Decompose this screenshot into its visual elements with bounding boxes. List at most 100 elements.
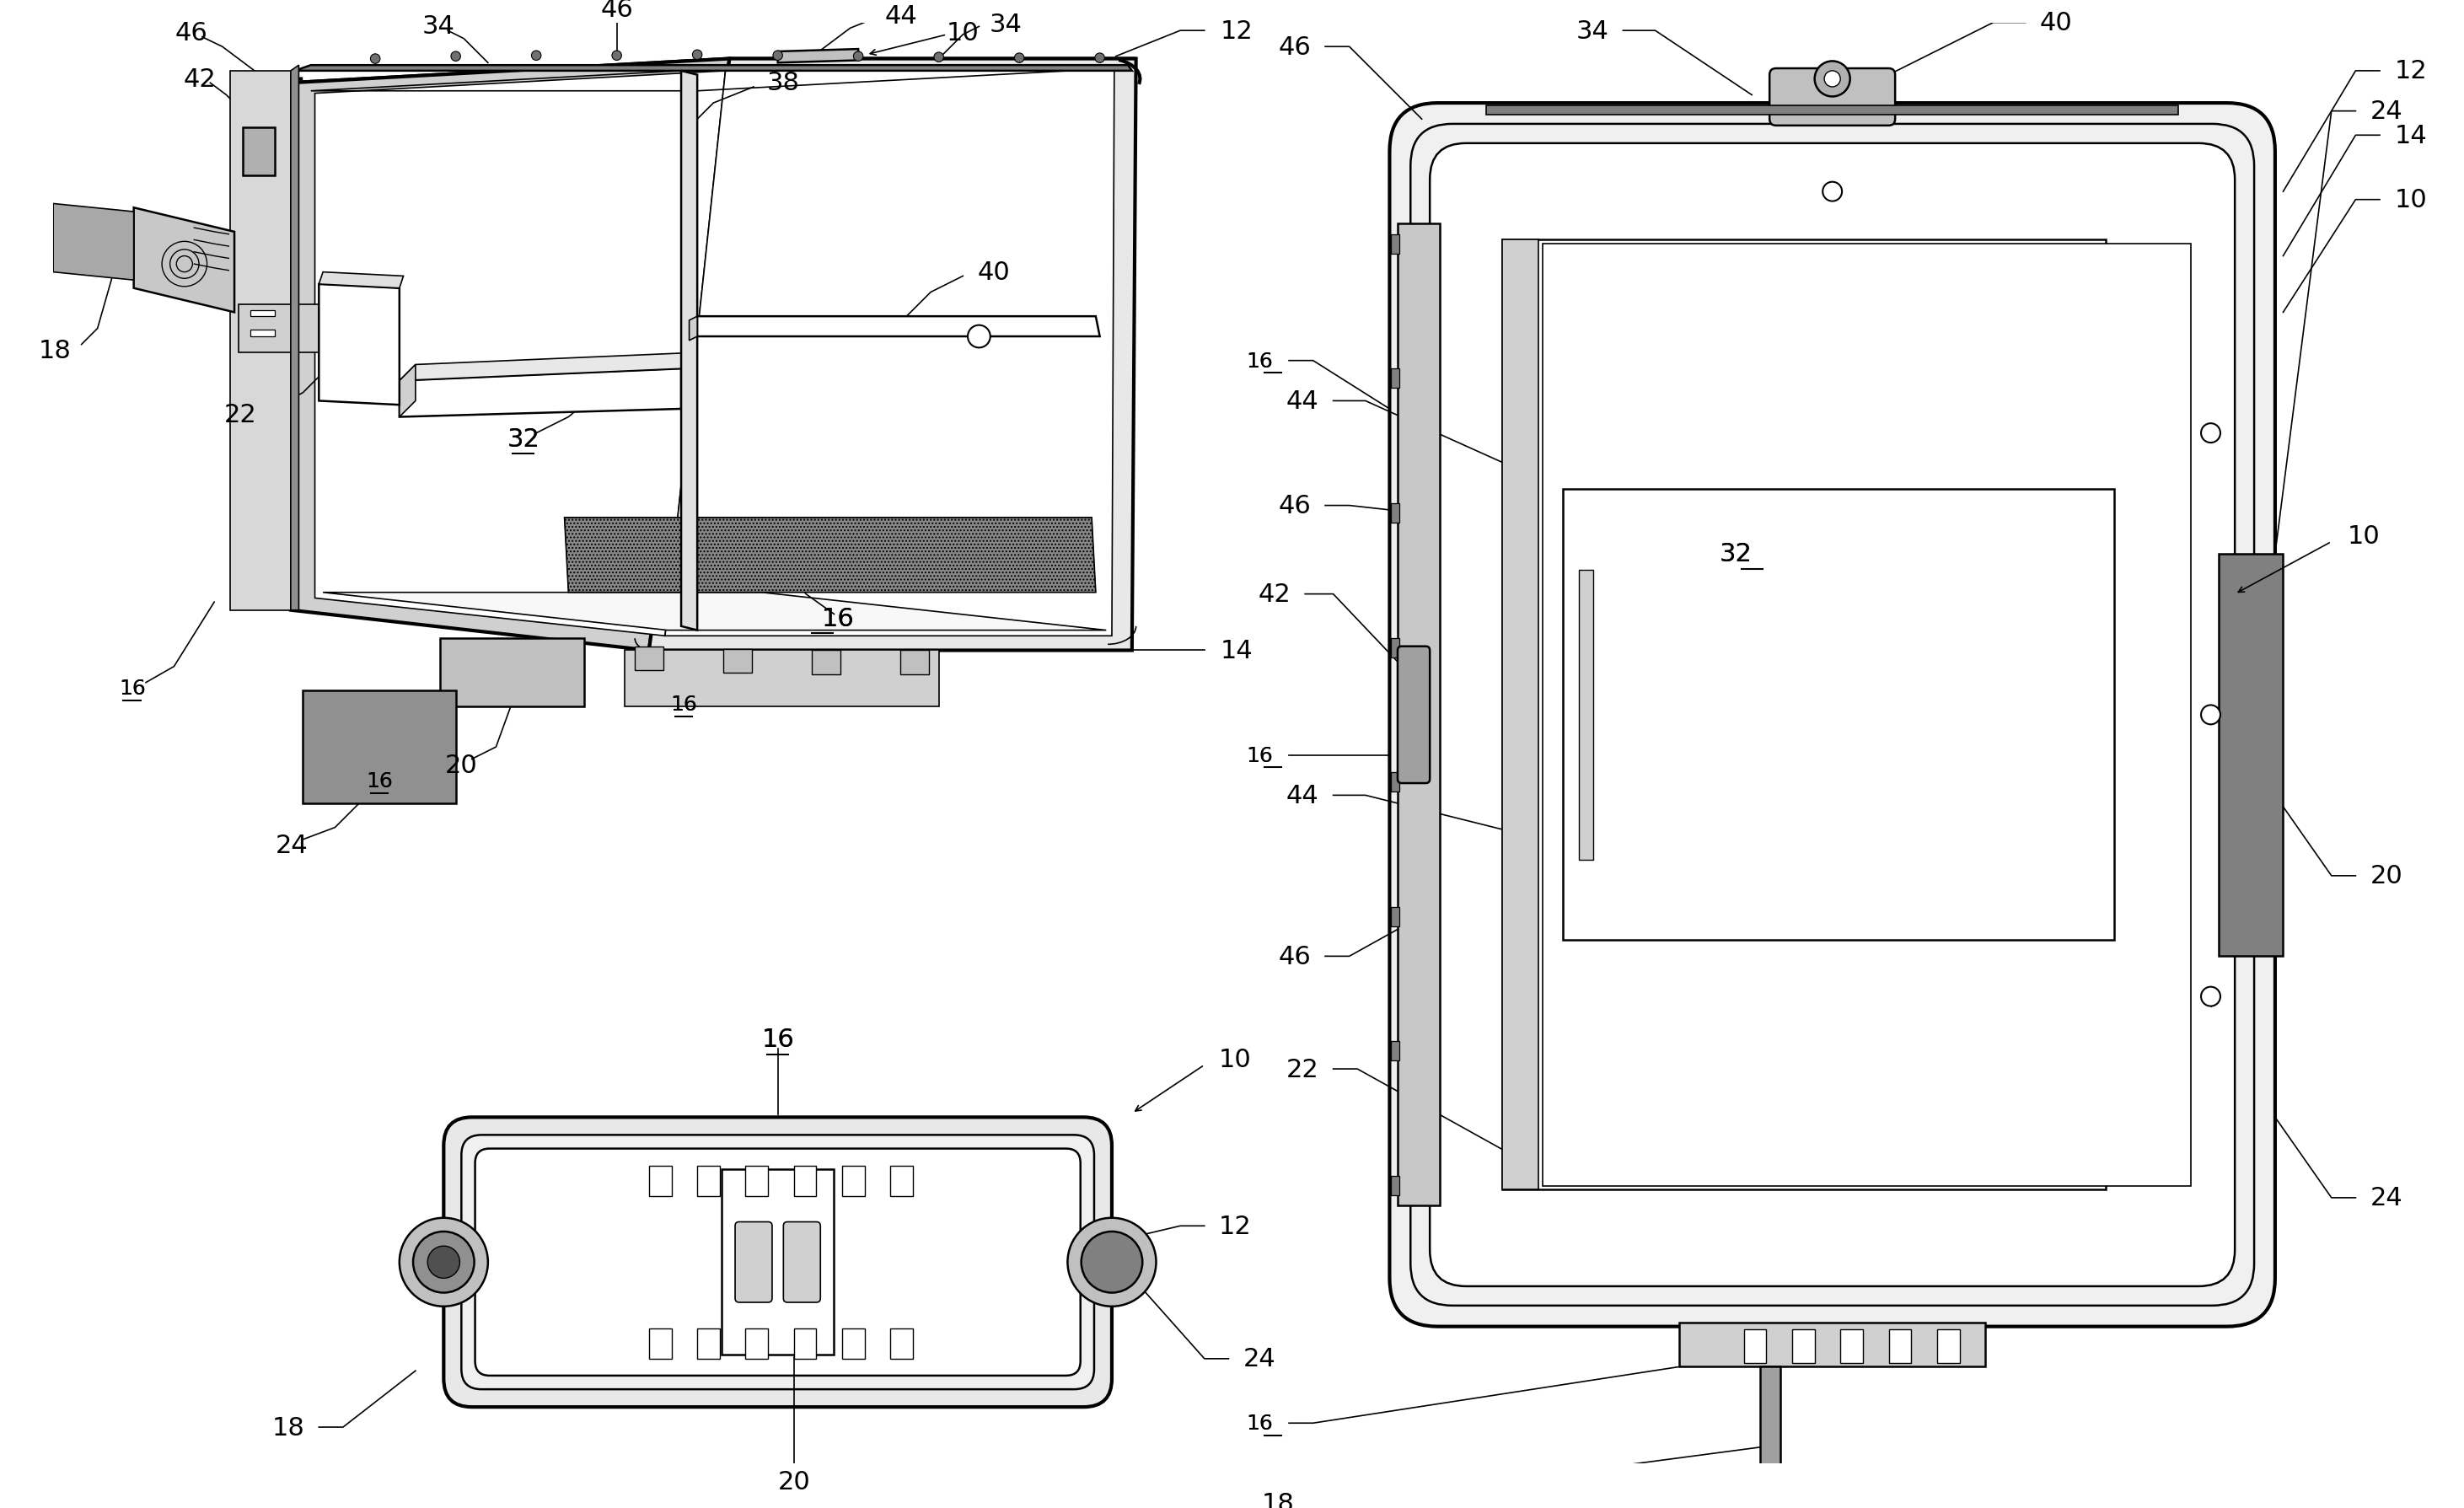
- Circle shape: [1082, 1232, 1143, 1292]
- Text: 18: 18: [271, 1415, 306, 1439]
- Polygon shape: [399, 369, 680, 418]
- Circle shape: [611, 51, 621, 60]
- Text: 18: 18: [1262, 1491, 1294, 1508]
- Bar: [1680, 1323, 1986, 1366]
- Bar: [793, 1166, 816, 1196]
- Text: 16: 16: [365, 771, 392, 792]
- Text: 16: 16: [365, 771, 392, 792]
- Text: 16: 16: [1247, 745, 1274, 766]
- Text: 24: 24: [2370, 100, 2402, 124]
- Polygon shape: [399, 353, 697, 382]
- Circle shape: [1823, 71, 1841, 87]
- FancyBboxPatch shape: [734, 1221, 771, 1303]
- Polygon shape: [439, 639, 584, 707]
- Bar: [1486, 106, 2178, 116]
- Circle shape: [853, 53, 862, 62]
- Polygon shape: [303, 691, 456, 804]
- Text: 24: 24: [2370, 1185, 2402, 1209]
- Bar: [1392, 504, 1400, 523]
- Circle shape: [1094, 54, 1104, 63]
- Text: 16: 16: [1247, 351, 1274, 371]
- Bar: [1503, 240, 1538, 1190]
- Bar: [747, 1166, 769, 1196]
- Bar: [1745, 1329, 1767, 1363]
- Text: 16: 16: [1247, 351, 1274, 371]
- Circle shape: [414, 1232, 473, 1292]
- FancyBboxPatch shape: [1769, 69, 1895, 127]
- Text: 34: 34: [421, 14, 453, 39]
- Bar: [697, 1166, 719, 1196]
- Polygon shape: [291, 59, 729, 651]
- FancyBboxPatch shape: [444, 1117, 1111, 1407]
- Polygon shape: [315, 71, 724, 636]
- Bar: [1759, 1366, 1779, 1496]
- Bar: [1841, 1329, 1863, 1363]
- FancyBboxPatch shape: [784, 1221, 821, 1303]
- Text: 16: 16: [118, 679, 145, 698]
- Polygon shape: [239, 305, 335, 353]
- Polygon shape: [665, 71, 1114, 636]
- Text: 18: 18: [37, 338, 71, 363]
- Text: 42: 42: [1259, 582, 1291, 606]
- Bar: [1579, 570, 1594, 860]
- Text: 16: 16: [1247, 1413, 1274, 1433]
- Circle shape: [2200, 706, 2220, 725]
- Text: 20: 20: [446, 752, 478, 777]
- Text: 20: 20: [2370, 864, 2402, 888]
- Circle shape: [451, 53, 461, 62]
- Text: 16: 16: [1247, 1413, 1274, 1433]
- Bar: [1392, 772, 1400, 792]
- Text: 20: 20: [779, 1470, 811, 1494]
- Bar: [1392, 369, 1400, 389]
- Text: 12: 12: [1220, 1214, 1252, 1238]
- Text: 46: 46: [1279, 944, 1311, 968]
- Text: 42: 42: [182, 68, 217, 92]
- Text: 16: 16: [118, 679, 145, 698]
- Text: 12: 12: [1220, 20, 1254, 44]
- Circle shape: [429, 1246, 461, 1279]
- Text: 16: 16: [761, 1027, 793, 1051]
- Bar: [722, 648, 752, 673]
- Circle shape: [1823, 182, 1843, 202]
- Text: 16: 16: [761, 1027, 793, 1051]
- FancyBboxPatch shape: [1390, 104, 2274, 1327]
- Text: 34: 34: [1577, 20, 1609, 44]
- Polygon shape: [296, 66, 1131, 71]
- Polygon shape: [54, 204, 133, 280]
- Text: 44: 44: [885, 5, 917, 29]
- Bar: [890, 1166, 914, 1196]
- Polygon shape: [323, 593, 1106, 630]
- Text: 46: 46: [175, 21, 207, 45]
- Polygon shape: [291, 59, 1136, 83]
- Circle shape: [399, 1218, 488, 1306]
- Circle shape: [532, 51, 542, 60]
- Bar: [1392, 638, 1400, 657]
- Text: 34: 34: [991, 12, 1023, 38]
- Polygon shape: [241, 128, 274, 176]
- FancyBboxPatch shape: [1397, 647, 1429, 784]
- Circle shape: [2200, 424, 2220, 443]
- Bar: [1392, 235, 1400, 255]
- Polygon shape: [251, 330, 274, 336]
- Polygon shape: [779, 50, 857, 63]
- Bar: [1392, 1176, 1400, 1196]
- Bar: [843, 1329, 865, 1359]
- Text: 16: 16: [670, 695, 697, 715]
- Text: 32: 32: [1720, 541, 1752, 567]
- Bar: [1392, 908, 1400, 926]
- Polygon shape: [680, 71, 697, 630]
- Text: 24: 24: [1242, 1347, 1276, 1371]
- Bar: [1562, 490, 2114, 941]
- Bar: [633, 647, 663, 671]
- Polygon shape: [564, 519, 1096, 593]
- Polygon shape: [291, 66, 298, 611]
- Polygon shape: [690, 317, 697, 341]
- Polygon shape: [648, 59, 1136, 651]
- Text: 44: 44: [1286, 389, 1318, 413]
- Text: 38: 38: [766, 71, 798, 95]
- Bar: [899, 651, 929, 676]
- Text: 40: 40: [978, 261, 1010, 285]
- Bar: [793, 1329, 816, 1359]
- Bar: [811, 651, 840, 676]
- Circle shape: [1015, 54, 1025, 63]
